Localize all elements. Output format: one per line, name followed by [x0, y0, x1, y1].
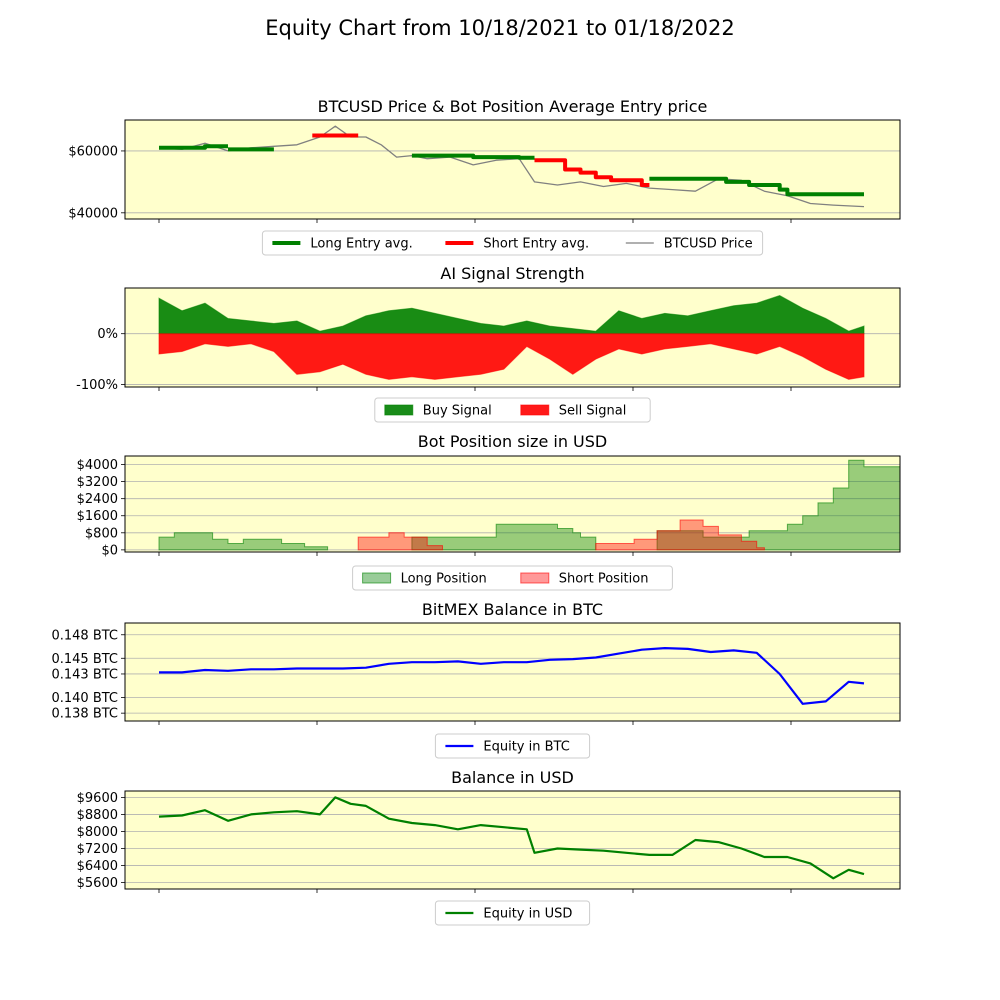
signal-ytick-label: -100%: [76, 378, 118, 393]
usd-data: [158, 796, 865, 880]
usd-legend-label: Equity in USD: [483, 907, 572, 922]
usd-legend: Equity in USD: [434, 900, 591, 926]
signal-legend-label: Buy Signal: [423, 404, 492, 419]
signal-ytick-label: 0%: [97, 327, 118, 342]
plot-border: [124, 287, 901, 388]
usd-title: Balance in USD: [451, 768, 574, 787]
panel-price: BTCUSD Price & Bot Position Average Entr…: [68, 97, 901, 223]
position-legend-swatch: [520, 572, 550, 584]
short-position-area: [595, 519, 765, 551]
long-position-area: [158, 532, 329, 551]
price-legend-label: Long Entry avg.: [310, 237, 412, 252]
position-ytick-label: $1600: [77, 509, 118, 524]
short-position-area: [357, 532, 443, 551]
price-legend-label: Short Entry avg.: [483, 237, 589, 252]
usd-ytick-label: $5600: [77, 876, 118, 891]
usd-ytick-label: $8800: [77, 808, 118, 823]
plot-border: [124, 790, 901, 890]
signal-legend-box: [374, 397, 651, 423]
btc-equity-line: [159, 647, 865, 705]
plot-border: [124, 622, 901, 722]
long-entry-line: [159, 144, 228, 150]
position-legend: Long Position Short Position: [352, 565, 673, 591]
price-ytick-label: $60000: [68, 144, 118, 159]
btcusd-price-line: [158, 125, 865, 208]
price-plot-area: [125, 120, 900, 219]
price-data: [158, 125, 865, 208]
position-legend-label: Long Position: [401, 572, 487, 587]
position-legend-swatch: [362, 572, 392, 584]
position-ytick-label: $4000: [77, 458, 118, 473]
sell-signal-area: [158, 333, 865, 380]
usd-ytick-label: $8000: [77, 825, 118, 840]
position-data: [158, 459, 900, 551]
long-position-area: [411, 523, 597, 551]
btc-legend-box: [434, 733, 591, 759]
position-plot-area: [125, 456, 900, 552]
position-legend-label: Short Position: [559, 572, 649, 587]
btc-data: [159, 647, 865, 705]
signal-data: [158, 295, 865, 380]
btc-legend-label: Equity in BTC: [483, 740, 569, 755]
plot-border: [124, 119, 901, 220]
panel-position: Bot Position size in USD $0 $800 $1600 $2400…: [77, 432, 901, 558]
signal-title: AI Signal Strength: [440, 264, 584, 283]
price-legend-box: [261, 230, 764, 256]
usd-legend-box: [434, 900, 591, 926]
btc-plot-area: [125, 623, 900, 721]
position-ytick-label: $2400: [77, 492, 118, 507]
usd-plot-area: [125, 791, 900, 889]
btc-ytick-label: 0.143 BTC: [51, 667, 118, 682]
signal-legend-label: Sell Signal: [559, 404, 627, 419]
figure-title: Equity Chart from 10/18/2021 to 01/18/20…: [265, 16, 735, 40]
position-title: Bot Position size in USD: [418, 432, 607, 451]
price-title: BTCUSD Price & Bot Position Average Entr…: [318, 97, 708, 116]
btc-ytick-label: 0.140 BTC: [51, 691, 118, 706]
position-ytick-label: $0: [101, 543, 118, 558]
price-legend-label: BTCUSD Price: [664, 237, 753, 252]
short-entry-line: [534, 158, 650, 187]
position-legend-box: [352, 565, 673, 591]
position-ytick-label: $800: [85, 526, 118, 541]
price-legend: Long Entry avg. Short Entry avg. BTCUSD Pr…: [261, 230, 764, 256]
long-entry-line: [649, 176, 864, 197]
price-ytick-label: $40000: [68, 206, 118, 221]
btc-ytick-label: 0.145 BTC: [51, 652, 118, 667]
btc-legend: Equity in BTC: [434, 733, 591, 759]
btc-title: BitMEX Balance in BTC: [422, 600, 603, 619]
usd-ytick-label: $7200: [77, 842, 118, 857]
usd-equity-line: [158, 796, 865, 880]
panel-signal: AI Signal Strength -100% 0%: [76, 264, 901, 393]
usd-ytick-label: $6400: [77, 859, 118, 874]
signal-legend-swatch: [384, 404, 414, 416]
signal-legend: Buy Signal Sell Signal: [374, 397, 651, 423]
plot-border: [124, 455, 901, 553]
long-position-area: [656, 459, 900, 551]
panel-usd: Balance in USD $5600 $6400 $7200 $8000 $8800 $…: [77, 768, 901, 893]
signal-legend-swatch: [520, 404, 550, 416]
buy-signal-area: [158, 295, 865, 335]
btc-ytick-label: 0.148 BTC: [51, 628, 118, 643]
btc-ytick-label: 0.138 BTC: [51, 707, 118, 722]
usd-ytick-label: $9600: [77, 791, 118, 806]
long-entry-line: [411, 153, 535, 160]
position-ytick-label: $3200: [77, 475, 118, 490]
